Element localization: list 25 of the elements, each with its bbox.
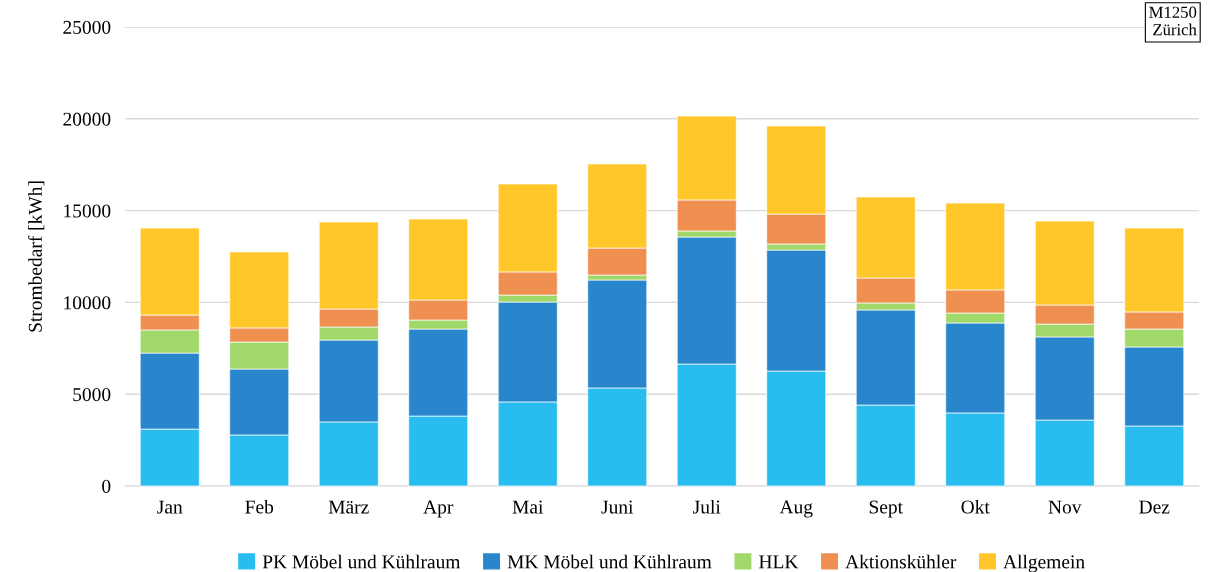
y-tick-label: 5000 <box>73 388 111 402</box>
x-tick-label: Juni <box>601 500 634 514</box>
y-tick-label: 10000 <box>64 296 111 310</box>
x-tick-label: Aug <box>779 500 813 518</box>
legend-label: Allgemein <box>1003 554 1085 572</box>
y-tick-label: 15000 <box>64 204 111 218</box>
legend-label: PK Möbel und Kühlraum <box>262 554 461 569</box>
x-tick-label: Mai <box>512 500 544 514</box>
x-tick-label: Dez <box>1139 500 1170 514</box>
x-tick-label: Apr <box>423 500 454 518</box>
x-tick-label: Feb <box>245 499 274 514</box>
y-tick-label: 20000 <box>63 112 111 126</box>
x-tick-label: Nov <box>1048 500 1082 514</box>
legend-label: Aktionskühler <box>845 554 957 569</box>
x-tick-label: Jan <box>157 500 183 514</box>
legend-label: HLK <box>759 555 799 569</box>
x-tick-label: Okt <box>961 499 990 514</box>
legend-label: MK Möbel und Kühlraum <box>507 554 712 569</box>
x-tick-label: Sept <box>869 500 903 518</box>
y-axis-title: Strombedarf [kWh] <box>28 181 45 332</box>
x-tick-label: Juli <box>693 499 721 514</box>
annotation: M1250 Zürich <box>1149 6 1197 36</box>
x-tick-label: März <box>328 500 369 514</box>
y-tick-label: 0 <box>102 479 111 493</box>
y-tick-label: 25000 <box>63 20 111 34</box>
